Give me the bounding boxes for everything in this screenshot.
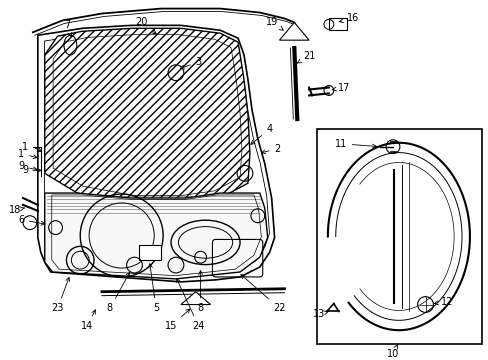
Text: 8: 8 [197, 271, 203, 314]
Text: 17: 17 [331, 82, 349, 93]
Text: 5: 5 [148, 264, 159, 314]
Text: 19: 19 [265, 17, 283, 30]
Text: 9: 9 [18, 161, 37, 171]
Text: 7: 7 [64, 21, 72, 37]
Text: 1: 1 [22, 142, 28, 152]
Text: 4: 4 [250, 124, 272, 144]
Text: 2: 2 [261, 144, 280, 154]
Text: 14: 14 [81, 310, 95, 331]
Polygon shape [181, 292, 210, 305]
Text: 10: 10 [386, 345, 398, 359]
Bar [139, 246, 161, 260]
Text: 15: 15 [164, 309, 189, 331]
Text: 22: 22 [241, 274, 285, 314]
Text: 9: 9 [22, 165, 28, 175]
Text: 18: 18 [9, 205, 24, 215]
Text: 1: 1 [18, 149, 37, 159]
Polygon shape [44, 28, 249, 203]
Text: 11: 11 [334, 139, 376, 149]
Text: 21: 21 [297, 51, 315, 63]
Text: 6: 6 [18, 215, 45, 225]
Text: 8: 8 [106, 272, 129, 314]
Text: 13: 13 [312, 309, 327, 319]
Text: 23: 23 [51, 278, 69, 314]
Text: 20: 20 [135, 17, 156, 34]
Polygon shape [279, 22, 308, 40]
Text: 3: 3 [180, 57, 201, 69]
Polygon shape [44, 193, 267, 279]
Text: 12: 12 [433, 297, 452, 307]
Text: 24: 24 [176, 278, 204, 331]
Bar [316, 129, 481, 344]
Text: 16: 16 [339, 13, 359, 23]
Bar [328, 18, 346, 30]
